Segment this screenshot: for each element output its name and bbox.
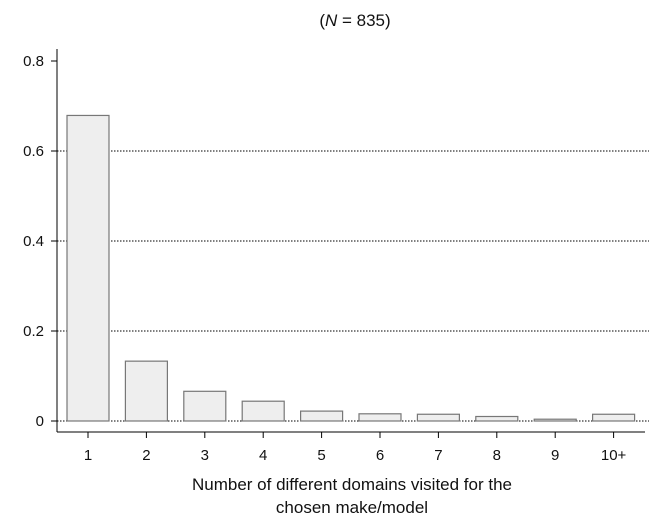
bar-8 [475,415,519,422]
chart-title: (N = 835) [319,11,390,30]
x-tick-label: 10+ [601,447,627,464]
x-tick-label: 1 [84,447,92,464]
x-tick-label: 4 [259,447,267,464]
x-tick-label: 6 [376,447,384,464]
x-axis-label-line-2: chosen make/model [276,498,428,517]
bar-10+ [591,413,636,422]
bar-6 [358,413,402,422]
x-axis-label-line-1: Number of different domains visited for … [192,475,512,494]
bar-3 [183,390,227,422]
bar-2 [124,360,169,422]
y-tick-label: 0.2 [23,323,44,340]
y-tick-label: 0.8 [23,53,44,70]
x-tick-label: 7 [434,447,442,464]
x-tick-label: 8 [493,447,501,464]
bar-9 [533,418,577,422]
y-tick-label: 0 [36,413,44,430]
x-tick-label: 3 [201,447,209,464]
bar-7 [416,413,460,422]
x-tick-label: 9 [551,447,559,464]
x-tick-label: 5 [317,447,325,464]
bar-1 [66,114,110,422]
y-tick-labels: 0 0.2 0.4 0.6 0.8 [23,53,57,430]
y-tick-label: 0.4 [23,233,44,250]
bar-5 [300,410,344,422]
bars [66,114,636,422]
bar-4 [241,400,285,422]
x-tick-label: 2 [142,447,150,464]
y-tick-label: 0.6 [23,143,44,160]
x-tick-labels: 1 2 3 4 5 6 7 8 9 10+ [84,432,627,464]
